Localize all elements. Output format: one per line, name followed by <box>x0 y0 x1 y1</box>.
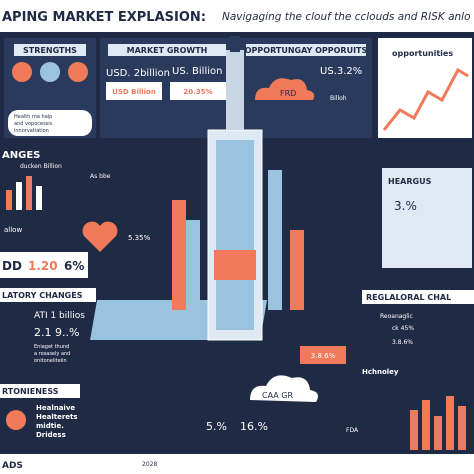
text: US. Billion <box>172 66 222 77</box>
pen <box>268 170 282 310</box>
text: Health ma halp <box>14 114 52 120</box>
panel-label-bg <box>108 44 226 56</box>
text: 3.8.6% <box>392 339 413 346</box>
text: DD <box>2 259 22 273</box>
text: 6% <box>64 259 84 273</box>
text: USD Billion <box>112 88 156 96</box>
text: 5.% <box>206 420 227 433</box>
text: and vopocessis <box>14 121 53 127</box>
text: a rosasely and <box>34 351 70 357</box>
bar-shape <box>446 396 454 450</box>
device-neck <box>226 50 244 130</box>
label-box <box>0 252 88 278</box>
bar-shape <box>458 406 466 450</box>
text: US.3.2% <box>320 66 362 77</box>
text: midtie. <box>36 422 64 430</box>
cloud <box>255 78 315 100</box>
text: 20.35% <box>183 88 212 96</box>
text: 16.% <box>240 420 268 433</box>
panel-label-bg <box>0 384 80 398</box>
text: 3.8.6% <box>311 352 336 360</box>
text: Eniaget thund <box>34 344 69 350</box>
device-tip <box>230 36 240 52</box>
heading: MARKET GROWTH <box>127 46 208 55</box>
heading: ADS <box>2 461 23 471</box>
text: Dridess <box>36 431 66 439</box>
text: FRD <box>280 89 296 98</box>
text: 5.35% <box>128 234 151 242</box>
panel <box>378 38 472 138</box>
text: 2028 <box>142 461 157 468</box>
icon <box>12 62 32 82</box>
device-band <box>214 250 256 280</box>
text: Healnaive <box>36 404 75 412</box>
panel-label-bg <box>0 288 96 302</box>
bar-shape <box>410 410 418 450</box>
pen <box>186 220 200 310</box>
heading: OPPORTUNGAY OPPORUITS <box>245 46 368 55</box>
text: Healterets <box>36 413 78 421</box>
label-box <box>170 82 226 100</box>
text: allow <box>4 226 22 234</box>
text: FDA <box>346 427 359 434</box>
title: APING MARKET EXPLASION: <box>2 10 206 25</box>
text: 1.20 <box>28 259 58 273</box>
icon <box>40 62 60 82</box>
header-bar <box>0 0 474 32</box>
label-box <box>106 82 162 100</box>
bar-shape <box>16 182 22 210</box>
text: innorvatiation <box>14 128 49 134</box>
heading: opportunities <box>392 49 453 58</box>
cloud <box>250 375 318 402</box>
text: ck 45% <box>392 325 414 332</box>
heading: RTONIENESS <box>2 387 59 396</box>
heading: ANGES <box>2 150 40 161</box>
heading: REGLALORAL CHAL <box>366 293 451 302</box>
panel <box>382 168 472 268</box>
trend-line <box>382 67 469 131</box>
bar-shape <box>422 400 430 450</box>
text: As bbe <box>90 173 111 180</box>
icon <box>68 62 88 82</box>
text: 3.% <box>394 199 417 213</box>
text: ATI 1 billios <box>34 311 85 321</box>
bar-shape <box>36 186 42 210</box>
panel-label-bg <box>14 44 86 56</box>
text: Reoanaglic <box>380 313 413 320</box>
heart-icon <box>82 221 118 252</box>
panel-label-bg <box>246 44 366 56</box>
panel-label-bg <box>362 290 474 304</box>
bar-shape <box>6 190 12 210</box>
bulb-icon <box>6 410 26 430</box>
heading: HEARGUS <box>388 177 432 186</box>
heading: LATORY CHANGES <box>2 291 83 300</box>
text: 2.1 9..% <box>34 326 79 339</box>
text: CAA GR <box>262 391 293 400</box>
bar-shape <box>434 416 442 450</box>
pen <box>172 200 186 310</box>
heading: STRENGTHS <box>23 46 77 55</box>
label-box <box>300 346 346 364</box>
subtitle: Navigaging the clouf the cclouds and RIS… <box>222 11 471 23</box>
text: onitoneiiteiin <box>34 358 67 364</box>
device-window <box>216 140 254 330</box>
text: Billoh <box>330 95 347 102</box>
text: USD. 2billion <box>106 68 170 79</box>
bar-shape <box>26 176 32 210</box>
cloud <box>8 110 92 136</box>
pen <box>290 230 304 310</box>
text: Hchnoley <box>362 368 399 376</box>
footer-bar <box>0 454 474 474</box>
text: ducken Billion <box>20 163 62 170</box>
